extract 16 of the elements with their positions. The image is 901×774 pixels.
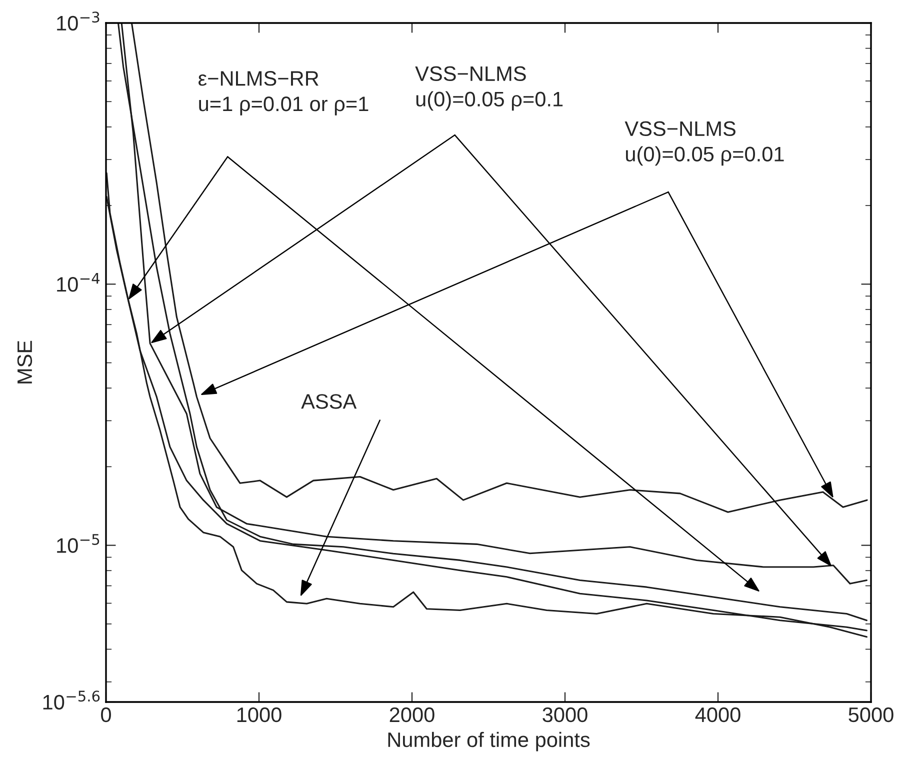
y-axis-title: MSE [17,340,32,384]
annotation: VSS−NLMS u(0)=0.05 ρ=0.01 [624,121,784,166]
y-tick-label: 10$^{−4}$ [57,272,100,292]
x-tick-label: 5000 [848,707,894,722]
annotation: ε−NLMS−RR u=1 ρ=0.01 or ρ=1 [198,71,368,116]
x-tick-label: 2000 [390,707,434,722]
x-tick-label: 1000 [237,707,282,722]
annotation: ASSA [301,394,357,409]
x-tick-label: 0 [101,707,111,722]
y-tick-label: 10$^{−3}$ [57,12,100,31]
annotation: VSS−NLMS u(0)=0.05 ρ=0.1 [415,66,563,111]
y-tick-label: 10$^{−5.6}$ [43,690,100,710]
x-axis-title: Number of time points [388,732,590,752]
x-tick-label: 4000 [695,707,740,722]
x-tick-label: 3000 [542,707,588,722]
y-tick-label: 10$^{−5}$ [57,534,100,553]
